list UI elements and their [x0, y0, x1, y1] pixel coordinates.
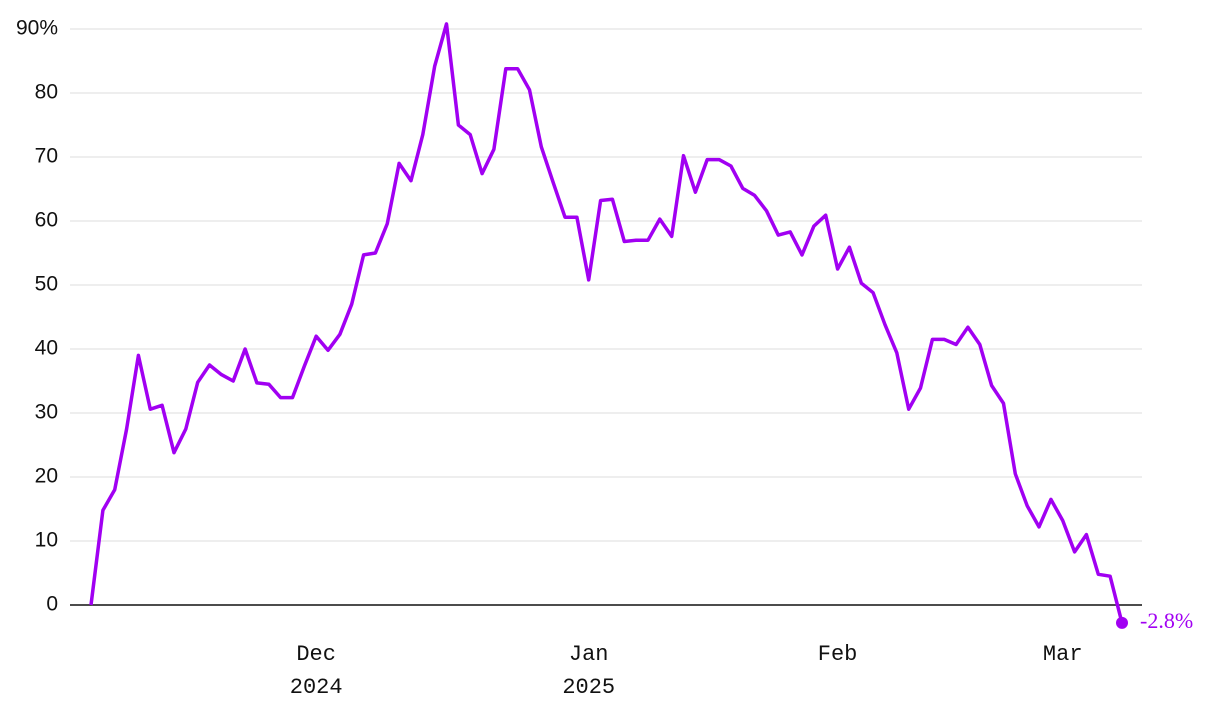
y-tick-label: 70	[35, 145, 58, 168]
y-tick-label: 20	[35, 465, 58, 488]
end-point	[1116, 616, 1128, 629]
y-tick-label: 40	[35, 337, 58, 360]
line	[89, 22, 1124, 624]
y-tick-label: 50	[35, 273, 58, 296]
y-tick-label: 80	[35, 81, 58, 104]
y-tick-label: 0	[46, 593, 58, 616]
value-label: -2.8%	[1140, 608, 1193, 633]
x-tick-label: Jan 2025	[562, 642, 616, 700]
y-tick-label: 60	[35, 209, 58, 232]
x-tick-label: Feb	[817, 642, 858, 667]
x-tick-label: Dec 2024	[289, 642, 343, 700]
y-tick-label: 30	[35, 401, 58, 424]
y-tick-label: 10	[35, 529, 58, 552]
y-tick-label: 90%	[16, 17, 58, 40]
x-tick-label: Mar	[1042, 642, 1083, 667]
